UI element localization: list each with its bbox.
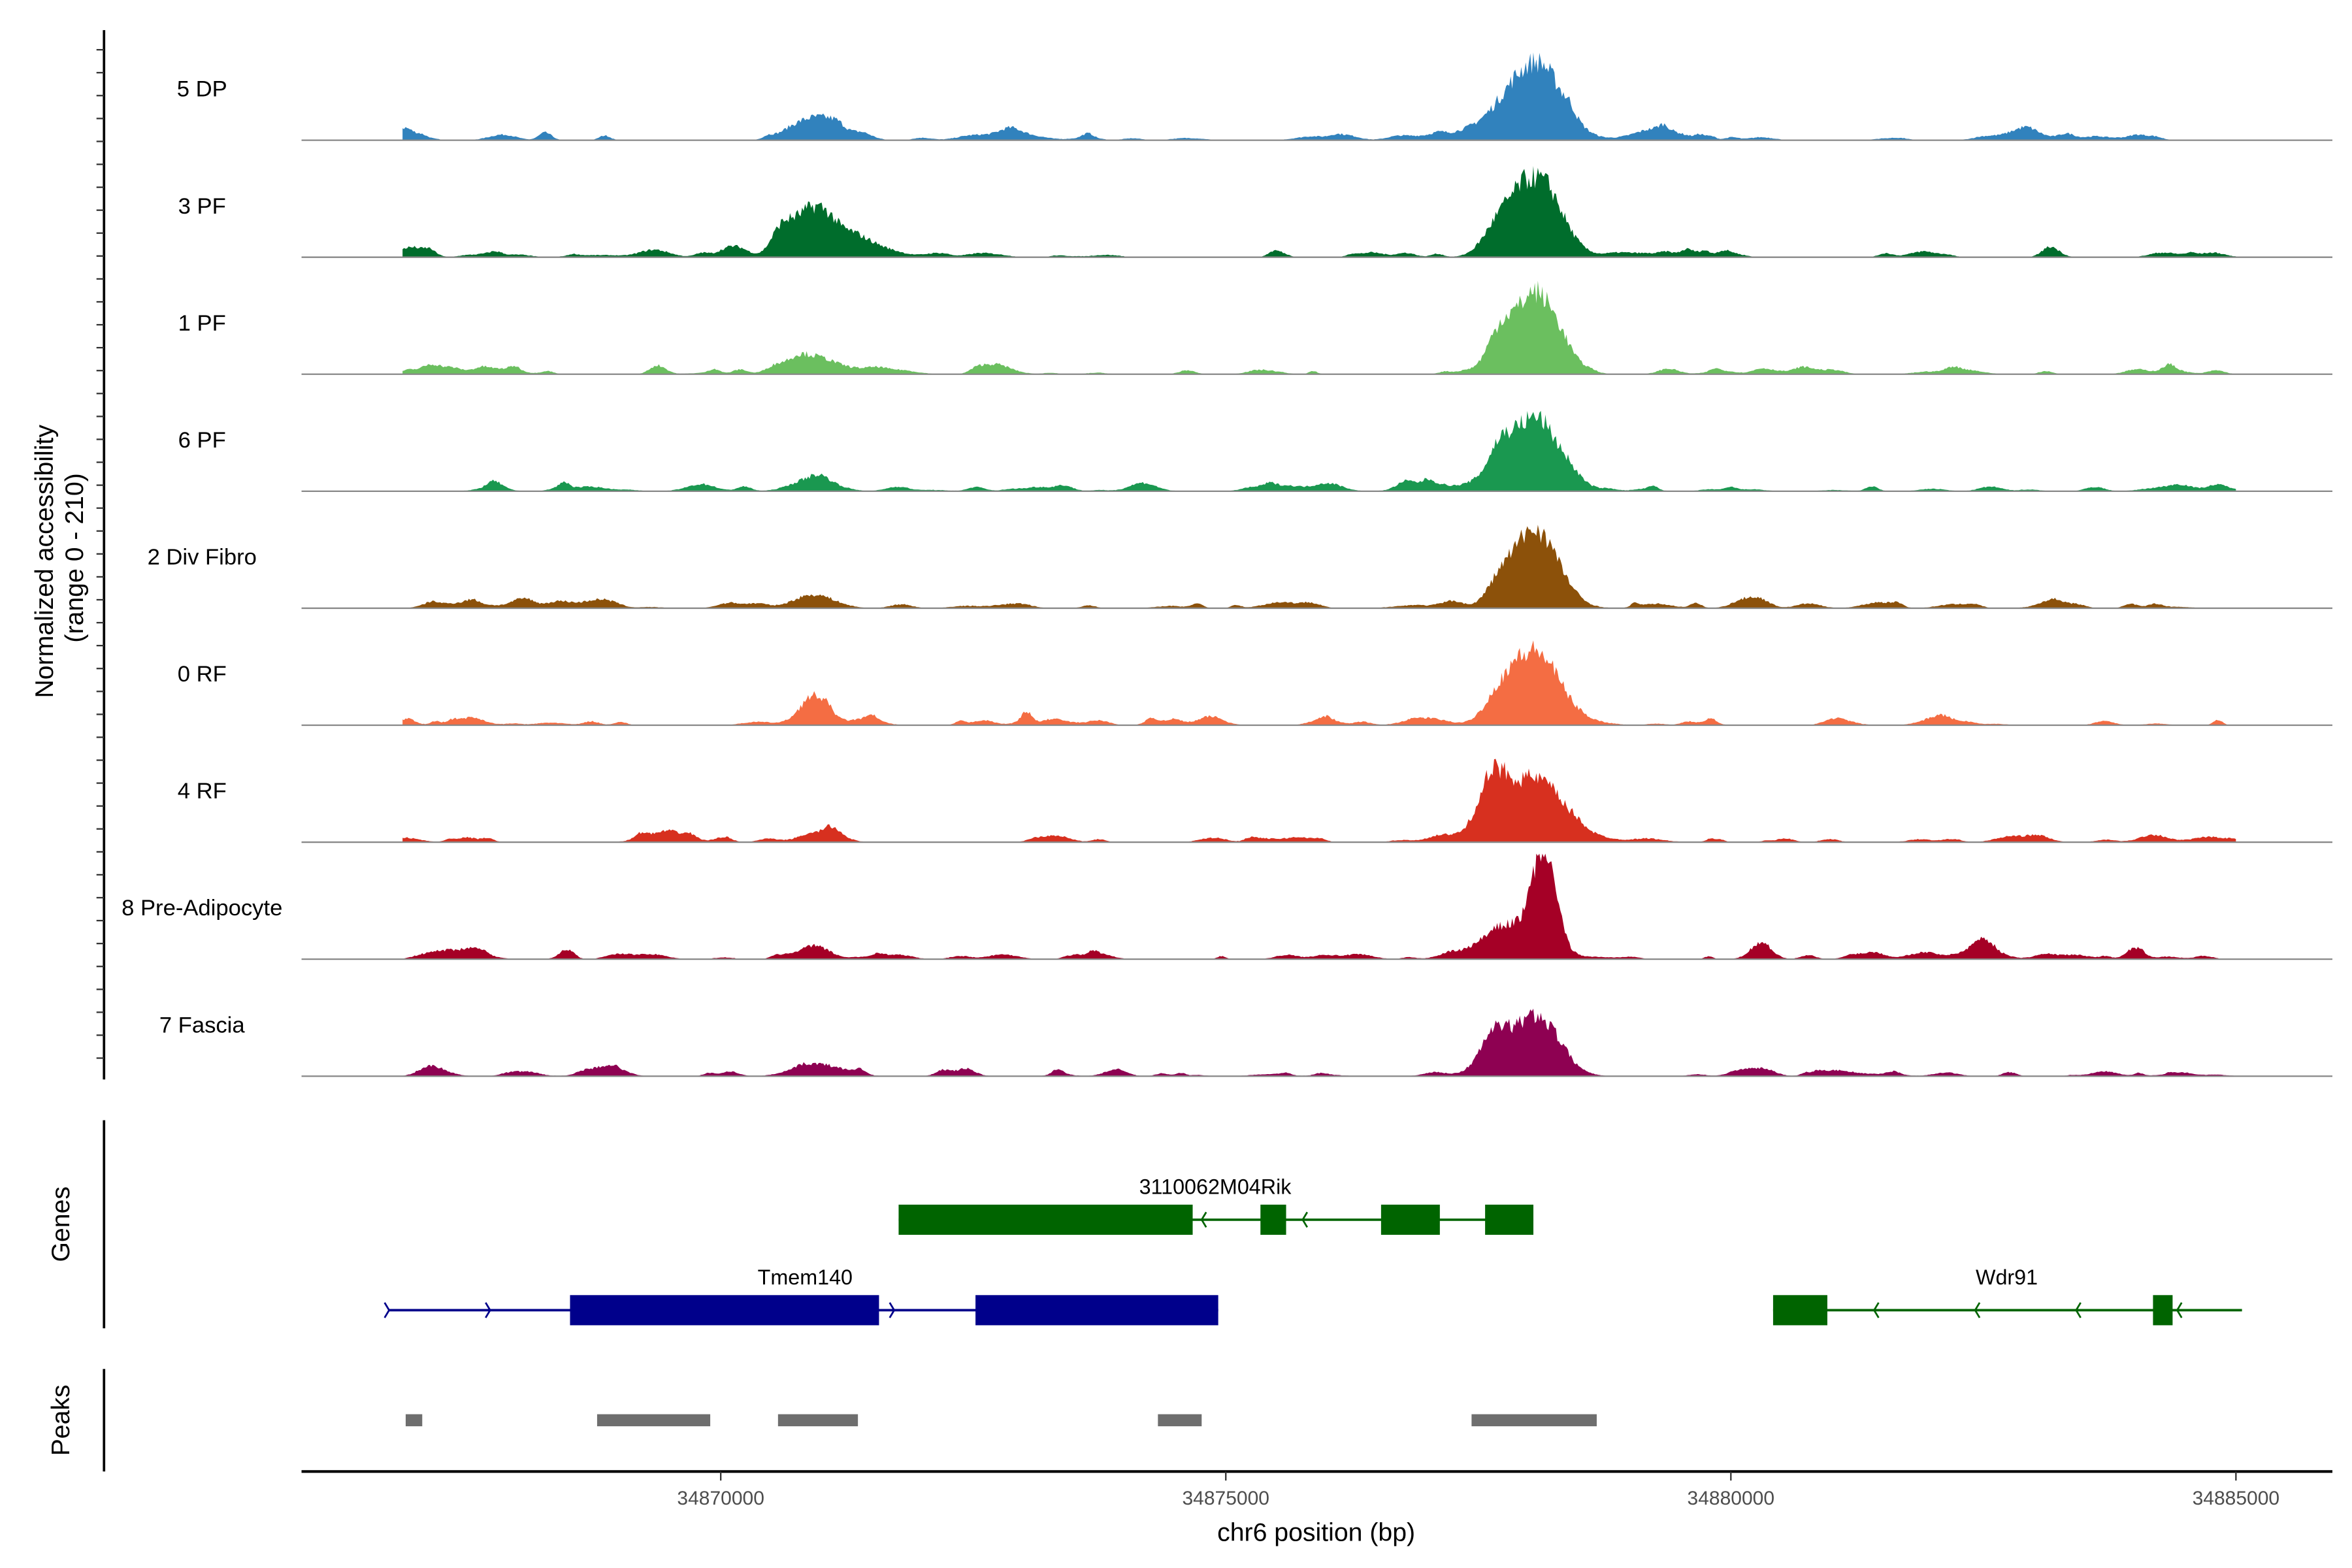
x-axis-title: chr6 position (bp) [1217,1518,1415,1546]
gene-exon [1485,1204,1534,1235]
track-label: 2 Div Fibro [148,545,257,570]
coverage-area [402,525,2236,608]
gene-exon [898,1204,1193,1235]
track-5-dp: 5 DP [177,52,2332,141]
coverage-area [402,52,2236,140]
track-4-rf: 4 RF [178,759,2332,843]
coverage-area [402,166,2236,257]
track-label: 3 PF [178,194,226,219]
gene-exon [1260,1204,1286,1235]
strand-arrow-icon [2176,1302,2183,1318]
peak-region [1471,1414,1597,1427]
peaks-label: Peaks [46,1384,75,1456]
peak-region [1158,1414,1202,1427]
track-1-pf: 1 PF [178,280,2332,375]
track-7-fascia: 7 Fascia [159,1008,2332,1077]
coverage-area [402,410,2236,491]
coverage-area [402,280,2236,374]
gene-name-label: Tmem140 [758,1266,853,1289]
gene-name-label: 3110062M04Rik [1139,1175,1292,1199]
gene-annotation-track: 3110062M04Rik Tmem140 Wdr91 [384,1175,2242,1326]
track-8-pre-adipocyte: 8 Pre-Adipocyte [122,853,2332,960]
gene-wdr91: Wdr91 [1772,1266,2242,1326]
track-0-rf: 0 RF [178,640,2332,727]
x-axis-ticks: 34870000 34875000 34880000 34885000 [677,1471,2279,1509]
peak-region [596,1414,711,1427]
strand-arrow-icon [485,1302,491,1318]
coverage-area [402,759,2236,843]
track-label: 5 DP [177,77,227,102]
track-label: 4 RF [178,779,227,804]
gene-exon [1380,1204,1440,1235]
strand-arrow-icon [2075,1302,2082,1318]
x-tick-label: 34875000 [1182,1488,1269,1509]
gene-3110062m04rik: 3110062M04Rik [898,1175,1534,1235]
peak-region [405,1414,423,1427]
coverage-area [402,1008,2236,1077]
strand-arrow-icon [384,1302,391,1318]
gene-exon [570,1295,879,1326]
strand-arrow-icon [1872,1302,1880,1318]
track-label: 6 PF [178,428,226,453]
y-axis-title: Normalized accessibility (range 0 - 210) [30,417,89,698]
genes-label: Genes [46,1186,75,1262]
coverage-area [402,853,2236,960]
peak-region [777,1414,858,1427]
accessibility-y-axis [96,30,106,1080]
strand-arrow-icon [1200,1211,1207,1228]
x-tick-label: 34880000 [1688,1488,1774,1509]
track-6-pf: 6 PF [178,410,2332,492]
track-label: 8 Pre-Adipocyte [122,896,282,921]
coverage-area [402,640,2236,725]
gene-tmem140: Tmem140 [384,1266,1218,1326]
strand-arrow-icon [889,1302,896,1318]
track-label: 0 RF [178,662,227,687]
gene-exon [2153,1295,2173,1326]
x-tick-label: 34885000 [2193,1488,2279,1509]
track-label: 7 Fascia [159,1013,246,1037]
gene-exon [1772,1295,1827,1326]
coverage-tracks: 5 DP 3 PF 1 PF 6 PF 2 Div Fibro 0 RF 4 RF 8 Pre… [122,52,2332,1077]
strand-arrow-icon [1301,1211,1309,1228]
track-label: 1 PF [178,311,226,336]
strand-arrow-icon [1974,1302,1981,1318]
x-tick-label: 34870000 [677,1488,764,1509]
peaks-track [405,1414,1597,1427]
gene-exon [975,1295,1218,1326]
gene-name-label: Wdr91 [1976,1266,2038,1289]
track-2-div-fibro: 2 Div Fibro [148,525,2332,610]
track-3-pf: 3 PF [178,166,2332,258]
